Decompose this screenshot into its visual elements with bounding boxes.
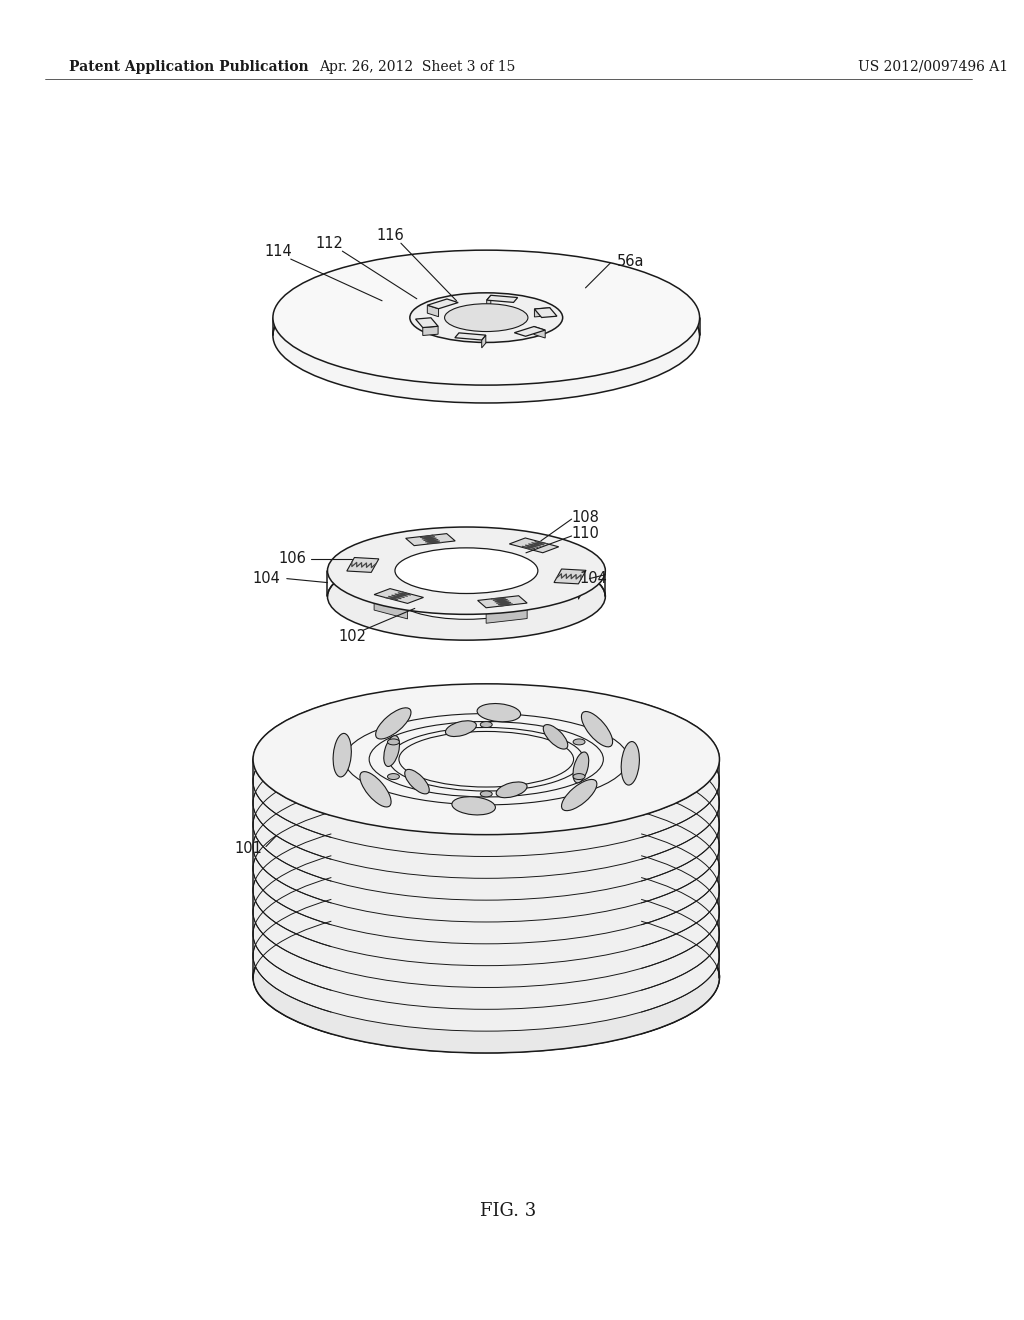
- Ellipse shape: [253, 706, 720, 857]
- Polygon shape: [486, 603, 527, 623]
- Text: 104: 104: [580, 572, 607, 586]
- Ellipse shape: [253, 727, 720, 878]
- Ellipse shape: [395, 574, 538, 619]
- Text: 110: 110: [571, 527, 599, 541]
- Text: 114: 114: [264, 244, 292, 259]
- Polygon shape: [535, 308, 550, 317]
- Ellipse shape: [573, 739, 585, 744]
- Ellipse shape: [253, 750, 720, 900]
- Text: US 2012/0097496 A1: US 2012/0097496 A1: [858, 59, 1008, 74]
- Polygon shape: [514, 326, 545, 337]
- Polygon shape: [374, 589, 424, 603]
- Ellipse shape: [445, 721, 476, 737]
- Ellipse shape: [253, 837, 720, 987]
- Ellipse shape: [477, 704, 520, 722]
- Ellipse shape: [253, 858, 720, 1010]
- Ellipse shape: [253, 684, 720, 834]
- Ellipse shape: [273, 251, 699, 385]
- Ellipse shape: [384, 735, 399, 767]
- Ellipse shape: [497, 781, 527, 797]
- Ellipse shape: [395, 548, 538, 594]
- Ellipse shape: [573, 752, 589, 783]
- Ellipse shape: [387, 739, 399, 744]
- Ellipse shape: [253, 880, 720, 1031]
- Text: 102: 102: [338, 628, 367, 644]
- Polygon shape: [477, 595, 527, 607]
- Ellipse shape: [253, 793, 720, 944]
- Ellipse shape: [333, 734, 351, 777]
- Ellipse shape: [444, 304, 528, 331]
- Ellipse shape: [404, 770, 429, 793]
- Polygon shape: [347, 557, 354, 586]
- Polygon shape: [509, 539, 559, 553]
- Text: 112: 112: [315, 236, 343, 251]
- Ellipse shape: [480, 722, 493, 727]
- Polygon shape: [534, 326, 545, 338]
- Ellipse shape: [582, 711, 612, 747]
- Ellipse shape: [253, 771, 720, 921]
- Polygon shape: [406, 533, 446, 554]
- Text: 56a: 56a: [616, 253, 644, 268]
- Text: 104: 104: [252, 572, 280, 586]
- Text: 106: 106: [279, 552, 306, 566]
- Text: 116: 116: [376, 228, 403, 243]
- Ellipse shape: [544, 725, 567, 748]
- Ellipse shape: [480, 791, 493, 797]
- Ellipse shape: [452, 797, 496, 814]
- Polygon shape: [374, 594, 408, 619]
- Ellipse shape: [328, 527, 605, 614]
- Text: 48a: 48a: [622, 727, 649, 742]
- Polygon shape: [423, 326, 438, 335]
- Polygon shape: [416, 318, 438, 327]
- Polygon shape: [427, 305, 438, 317]
- Ellipse shape: [410, 293, 562, 342]
- Text: Patent Application Publication: Patent Application Publication: [70, 59, 309, 74]
- Polygon shape: [554, 569, 586, 583]
- Ellipse shape: [253, 814, 720, 966]
- Ellipse shape: [622, 742, 639, 785]
- Polygon shape: [406, 533, 456, 545]
- Polygon shape: [486, 296, 490, 308]
- Polygon shape: [535, 308, 557, 318]
- Text: FIG. 3: FIG. 3: [480, 1201, 537, 1220]
- Text: 101: 101: [234, 841, 262, 857]
- Ellipse shape: [376, 708, 411, 739]
- Ellipse shape: [273, 268, 699, 403]
- Ellipse shape: [561, 779, 597, 810]
- Ellipse shape: [387, 774, 399, 780]
- Polygon shape: [579, 570, 586, 599]
- Text: Apr. 26, 2012  Sheet 3 of 15: Apr. 26, 2012 Sheet 3 of 15: [318, 59, 515, 74]
- Polygon shape: [481, 335, 485, 348]
- Polygon shape: [486, 296, 518, 302]
- Text: 108: 108: [571, 510, 599, 524]
- Polygon shape: [525, 539, 559, 562]
- Ellipse shape: [253, 902, 720, 1053]
- Text: 52a: 52a: [482, 719, 510, 735]
- Ellipse shape: [253, 902, 720, 1053]
- Ellipse shape: [359, 772, 391, 807]
- Polygon shape: [347, 557, 379, 573]
- Ellipse shape: [328, 553, 605, 640]
- Polygon shape: [427, 300, 458, 309]
- Ellipse shape: [573, 774, 585, 780]
- Polygon shape: [455, 333, 485, 341]
